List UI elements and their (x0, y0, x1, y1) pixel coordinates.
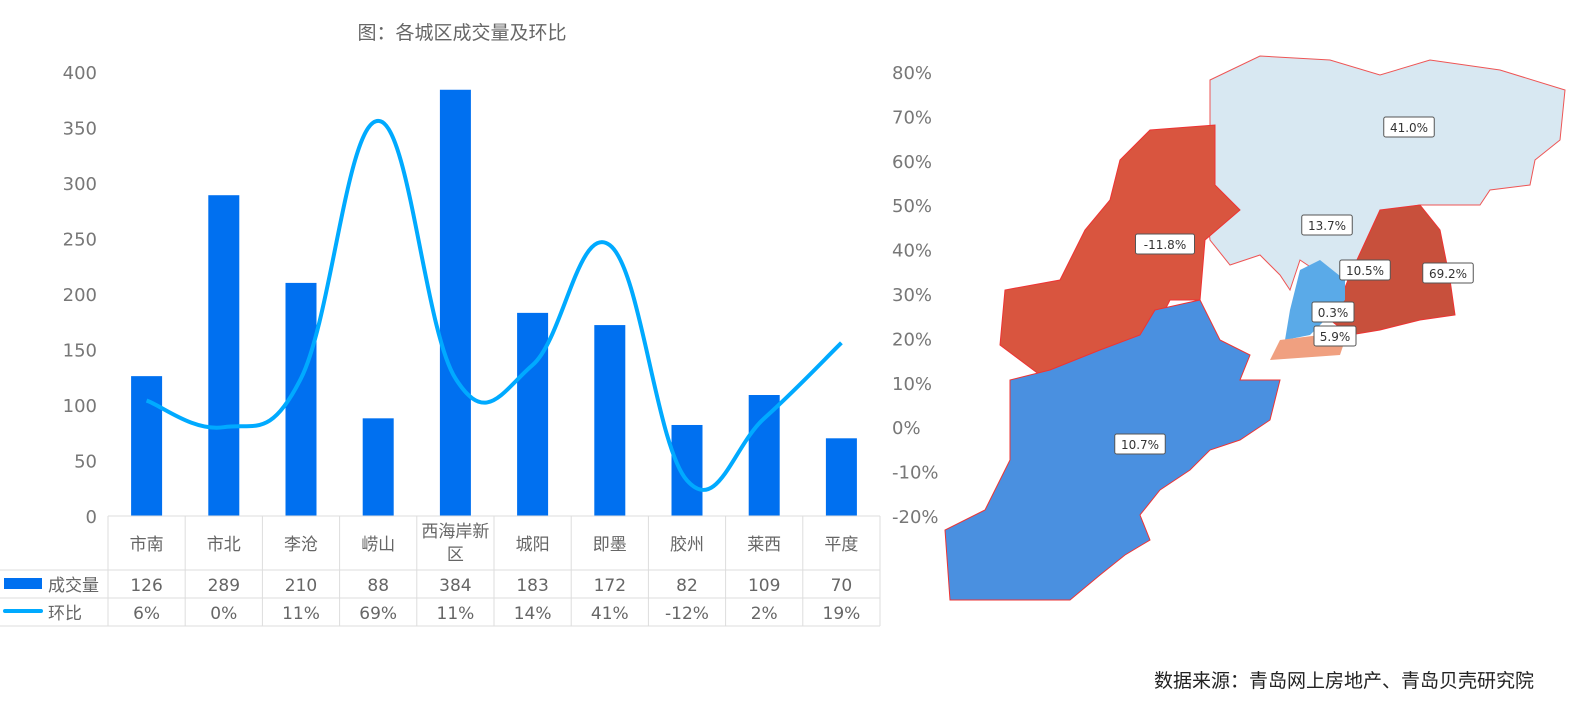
category-label: 西海岸新 (421, 522, 489, 542)
line-value-label: 14% (514, 604, 552, 624)
left-tick-label: 250 (63, 230, 97, 251)
left-tick-label: 200 (63, 285, 97, 306)
bar-平度 (825, 438, 857, 516)
legend-bar-swatch (4, 578, 42, 589)
right-tick-label: 60% (892, 152, 932, 173)
bar-市北 (208, 195, 240, 516)
bar-value-label: 82 (676, 576, 698, 596)
legend-line-swatch (3, 609, 43, 613)
left-tick-label: 50 (74, 452, 97, 473)
right-tick-label: 0% (892, 418, 921, 439)
map-label-box (1313, 325, 1357, 347)
right-tick-label: -10% (892, 463, 939, 484)
map-label-box (1301, 214, 1353, 236)
map-label-box (1311, 301, 1355, 323)
line-value-label: 69% (359, 604, 397, 624)
right-tick-label: -20% (892, 507, 939, 528)
bar-value-label: 210 (285, 576, 317, 596)
category-label: 平度 (824, 535, 858, 555)
bar-value-label: 88 (367, 576, 389, 596)
right-tick-label: 30% (892, 285, 932, 306)
bar-value-label: 384 (439, 576, 471, 596)
bar-莱西 (748, 395, 780, 516)
map-label-box (1339, 259, 1391, 281)
bar-胶州 (671, 424, 703, 516)
category-label: 城阳 (516, 535, 550, 555)
line-value-label: 41% (591, 604, 629, 624)
line-value-label: -12% (665, 604, 709, 624)
map-label: 5.9% (1320, 330, 1351, 344)
left-tick-label: 0 (86, 507, 97, 528)
line-value-label: 2% (751, 604, 778, 624)
bar-市南 (131, 376, 163, 516)
map-region-xihaian (944, 299, 1281, 601)
bar-城阳 (517, 312, 549, 516)
line-value-label: 11% (437, 604, 475, 624)
map-label: 13.7% (1308, 219, 1346, 233)
bar-value-label: 289 (208, 576, 240, 596)
category-label: 市北 (207, 535, 241, 555)
right-tick-label: 40% (892, 241, 932, 262)
category-label: 即墨 (593, 535, 627, 555)
right-tick-label: 10% (892, 374, 932, 395)
bar-value-label: 70 (831, 576, 853, 596)
map-label: 69.2% (1429, 267, 1467, 281)
source-note: 数据来源：青岛网上房地产、青岛贝壳研究院 (1153, 670, 1534, 692)
left-tick-label: 100 (63, 396, 97, 417)
map-label-box (1383, 116, 1435, 138)
map-label: -11.8% (1144, 238, 1186, 252)
line-value-label: 19% (823, 604, 861, 624)
map-label: 41.0% (1390, 121, 1428, 135)
category-label: 市南 (130, 535, 164, 555)
map-label: 0.3% (1318, 306, 1349, 320)
category-label: 崂山 (361, 535, 395, 555)
bar-即墨 (594, 325, 626, 516)
legend-line-label: 环比 (48, 604, 82, 624)
bar-value-label: 183 (516, 576, 548, 596)
line-value-label: 6% (133, 604, 160, 624)
left-tick-label: 150 (63, 341, 97, 362)
line-series-huanbi (145, 118, 843, 492)
bar-value-label: 109 (748, 576, 780, 596)
left-tick-label: 350 (63, 119, 97, 140)
bar-value-label: 126 (130, 576, 162, 596)
category-label: 李沧 (284, 535, 318, 555)
chart-title: 图：各城区成交量及环比 (357, 22, 566, 44)
right-tick-label: 50% (892, 196, 932, 217)
legend-bar-label: 成交量 (48, 576, 99, 596)
right-tick-label: 70% (892, 107, 932, 128)
line-value-label: 0% (210, 604, 237, 624)
map-region-licang (1285, 260, 1345, 340)
map-label: 10.5% (1346, 264, 1384, 278)
left-tick-label: 400 (63, 63, 97, 84)
bar-value-label: 172 (594, 576, 626, 596)
right-tick-label: 80% (892, 63, 932, 84)
bar-西海岸新区 (439, 89, 471, 516)
category-label: 区 (447, 545, 464, 565)
left-tick-label: 300 (63, 174, 97, 195)
map-label-box (1114, 433, 1166, 455)
map-label-box (1422, 262, 1474, 284)
map-label-box (1135, 233, 1195, 255)
right-tick-label: 20% (892, 329, 932, 350)
line-value-label: 11% (282, 604, 320, 624)
bar-崂山 (362, 418, 394, 516)
map-label: 10.7% (1121, 438, 1159, 452)
category-label: 莱西 (747, 535, 781, 555)
category-label: 胶州 (670, 535, 704, 555)
